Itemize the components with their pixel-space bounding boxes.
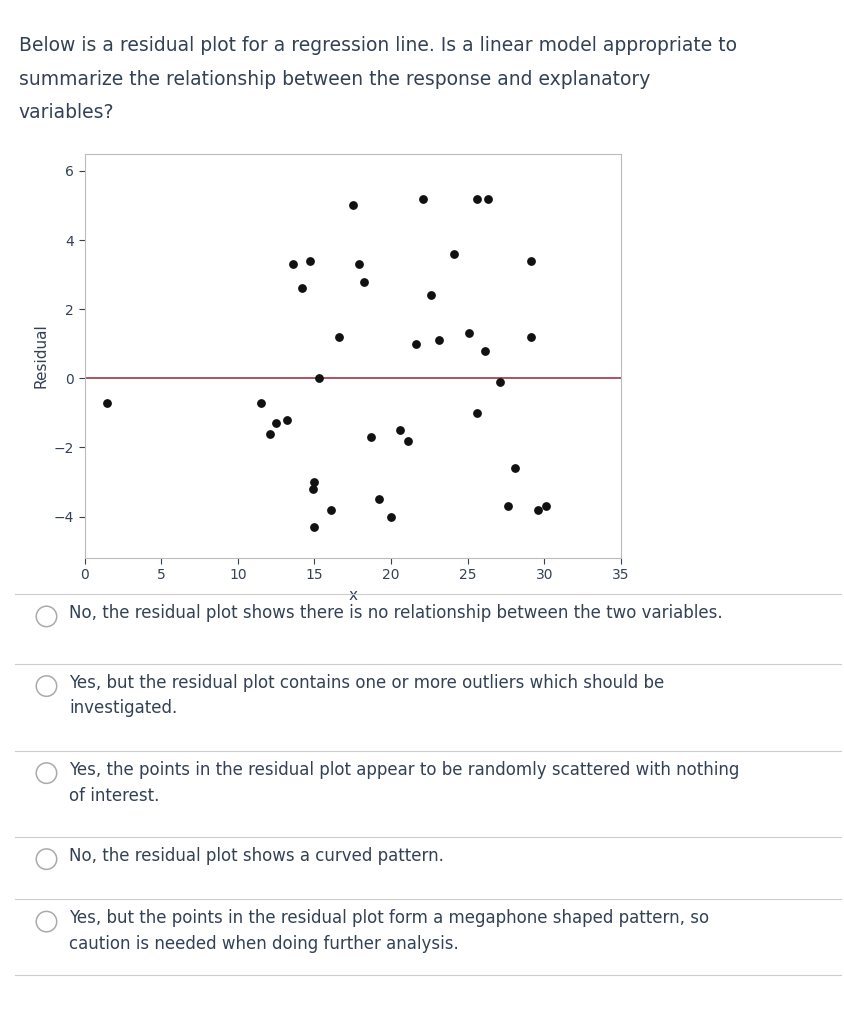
Text: variables?: variables? [19,103,114,123]
Text: Below is a residual plot for a regression line. Is a linear model appropriate to: Below is a residual plot for a regressio… [19,36,736,55]
Point [446,246,460,262]
Point [332,329,345,345]
Point [493,374,506,390]
Point [538,498,552,514]
Point [364,429,377,445]
Point [500,498,514,514]
Point [100,394,114,411]
Point [508,460,522,476]
Point [371,492,385,508]
Point [263,425,277,441]
Point [295,281,309,297]
Point [424,287,437,303]
Text: No, the residual plot shows a curved pattern.: No, the residual plot shows a curved pat… [69,847,444,865]
Point [307,519,321,536]
Point [431,332,445,348]
Point [312,370,326,386]
Point [480,190,494,207]
Point [286,256,300,272]
Text: Yes, the points in the residual plot appear to be randomly scattered with nothin: Yes, the points in the residual plot app… [69,761,738,805]
Point [324,502,338,518]
Point [279,412,293,428]
Text: summarize the relationship between the response and explanatory: summarize the relationship between the r… [19,70,649,89]
Point [346,198,360,214]
Text: Yes, but the residual plot contains one or more outliers which should be
investi: Yes, but the residual plot contains one … [69,674,663,718]
Text: No, the residual plot shows there is no relationship between the two variables.: No, the residual plot shows there is no … [69,604,722,623]
Point [478,342,491,358]
Point [352,256,365,272]
Text: Yes, but the points in the residual plot form a megaphone shaped pattern, so
cau: Yes, but the points in the residual plot… [69,909,709,953]
Point [469,404,483,421]
Point [393,422,407,438]
Point [401,432,414,449]
Point [269,415,283,431]
Point [469,190,483,207]
X-axis label: x: x [348,588,357,603]
Point [523,253,537,269]
Point [384,508,398,524]
Point [531,502,544,518]
Point [462,326,475,342]
Point [408,336,422,352]
Y-axis label: Residual: Residual [33,324,48,388]
Point [303,253,316,269]
Point [523,329,537,345]
Point [306,480,319,497]
Point [307,474,321,490]
Point [416,190,430,207]
Point [356,273,370,290]
Point [254,394,268,411]
